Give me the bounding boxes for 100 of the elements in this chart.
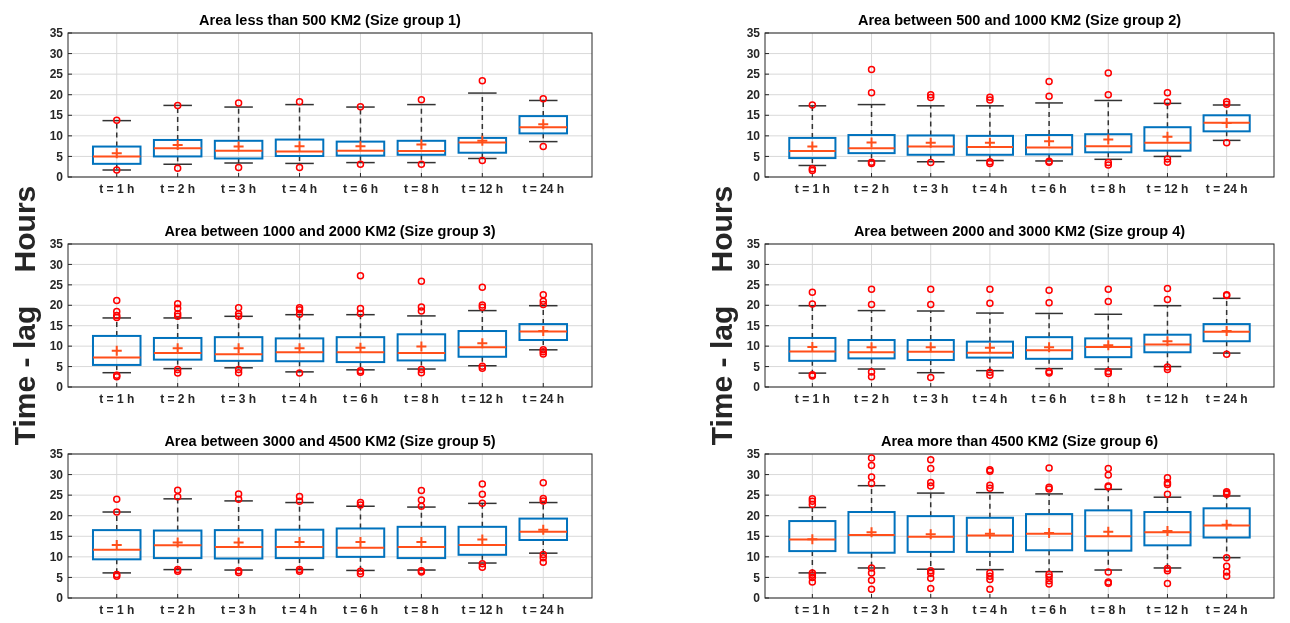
x-tick-label: t = 12 h	[461, 392, 504, 406]
y-tick-label: 30	[49, 467, 64, 482]
y-tick-label: 25	[746, 67, 761, 82]
chart-title: Area less than 500 KM2 (Size group 1)	[199, 12, 462, 28]
y-tick-label: 35	[49, 447, 64, 462]
x-tick-label: t = 24 h	[1205, 182, 1248, 196]
x-tick-label: t = 3 h	[913, 392, 949, 406]
x-tick-label: t = 8 h	[403, 392, 439, 406]
x-tick-label: t = 12 h	[1146, 392, 1189, 406]
x-tick-label: t = 4 h	[282, 392, 318, 406]
x-tick-label: t = 6 h	[1031, 603, 1067, 617]
y-tick-label: 15	[49, 529, 64, 544]
x-tick-label: t = 1 h	[794, 182, 830, 196]
x-tick-label: t = 8 h	[1090, 392, 1126, 406]
y-tick-label: 10	[746, 550, 761, 565]
x-tick-label: t = 4 h	[972, 392, 1008, 406]
y-tick-label: 10	[746, 339, 761, 354]
y-tick-label: 35	[49, 26, 64, 41]
x-tick-label: t = 2 h	[854, 182, 890, 196]
x-tick-label: t = 3 h	[221, 182, 257, 196]
y-tick-label: 20	[746, 298, 761, 313]
x-tick-label: t = 4 h	[282, 603, 318, 617]
x-tick-label: t = 8 h	[403, 182, 439, 196]
x-tick-label: t = 3 h	[913, 182, 949, 196]
chart-title: Area more than 4500 KM2 (Size group 6)	[880, 433, 1159, 449]
y-tick-label: 0	[56, 591, 64, 606]
x-tick-label: t = 1 h	[794, 392, 830, 406]
y-tick-label: 15	[49, 108, 64, 123]
y-tick-label: 0	[753, 591, 761, 606]
y-tick-label: 25	[49, 488, 64, 503]
y-tick-label: 35	[746, 26, 761, 41]
y-tick-label: 5	[56, 359, 64, 374]
x-tick-label: t = 12 h	[1146, 603, 1189, 617]
y-tick-label: 20	[49, 87, 64, 102]
y-tick-label: 10	[746, 129, 761, 144]
y-tick-label: 30	[49, 46, 64, 61]
x-tick-label: t = 12 h	[461, 603, 504, 617]
x-tick-label: t = 24 h	[522, 603, 565, 617]
y-tick-label: 35	[49, 237, 64, 252]
chart-title: Area between 1000 and 2000 KM2 (Size group 3)	[164, 223, 496, 239]
y-tick-label: 30	[746, 257, 761, 272]
x-tick-label: t = 24 h	[1205, 392, 1248, 406]
x-tick-label: t = 24 h	[1205, 603, 1248, 617]
y-tick-label: 25	[49, 67, 64, 82]
x-tick-label: t = 8 h	[1090, 182, 1126, 196]
y-tick-label: 15	[746, 108, 761, 123]
y-tick-label: 20	[49, 298, 64, 313]
x-tick-label: t = 2 h	[854, 603, 890, 617]
x-tick-label: t = 6 h	[1031, 392, 1067, 406]
x-tick-label: t = 12 h	[1146, 182, 1189, 196]
x-tick-label: t = 6 h	[342, 603, 378, 617]
x-tick-label: t = 2 h	[160, 182, 196, 196]
y-tick-label: 5	[56, 149, 64, 164]
y-tick-label: 0	[56, 170, 64, 185]
y-tick-label: 35	[746, 447, 761, 462]
x-tick-label: t = 1 h	[99, 182, 135, 196]
y-tick-label: 25	[746, 278, 761, 293]
y-axis-title: Time - lag Hours	[8, 185, 41, 446]
x-tick-label: t = 24 h	[522, 182, 565, 196]
x-tick-label: t = 3 h	[221, 603, 257, 617]
y-tick-label: 0	[753, 170, 761, 185]
y-tick-label: 25	[49, 278, 64, 293]
y-tick-label: 30	[746, 467, 761, 482]
y-tick-label: 20	[49, 508, 64, 523]
x-tick-label: t = 3 h	[221, 392, 257, 406]
y-tick-label: 5	[753, 149, 761, 164]
y-tick-label: 0	[56, 380, 64, 395]
x-tick-label: t = 4 h	[282, 182, 318, 196]
y-tick-label: 15	[746, 529, 761, 544]
chart-title: Area between 500 and 1000 KM2 (Size group 2)	[857, 12, 1182, 28]
x-tick-label: t = 6 h	[342, 392, 378, 406]
y-tick-label: 15	[49, 318, 64, 333]
x-tick-label: t = 2 h	[160, 392, 196, 406]
y-tick-label: 30	[49, 257, 64, 272]
x-tick-label: t = 2 h	[854, 392, 890, 406]
y-tick-label: 10	[49, 550, 64, 565]
y-tick-label: 35	[746, 237, 761, 252]
y-tick-label: 30	[746, 46, 761, 61]
chart-title: Area between 2000 and 3000 KM2 (Size group 4)	[853, 223, 1186, 239]
x-tick-label: t = 2 h	[160, 603, 196, 617]
x-tick-label: t = 8 h	[1090, 603, 1126, 617]
y-tick-label: 10	[49, 129, 64, 144]
y-tick-label: 20	[746, 87, 761, 102]
x-tick-label: t = 8 h	[403, 603, 439, 617]
y-tick-label: 15	[746, 318, 761, 333]
y-tick-label: 25	[746, 488, 761, 503]
chart-title: Area between 3000 and 4500 KM2 (Size group 5)	[164, 433, 496, 449]
y-tick-label: 5	[56, 570, 64, 585]
y-tick-label: 20	[746, 508, 761, 523]
x-tick-label: t = 12 h	[461, 182, 504, 196]
x-tick-label: t = 1 h	[794, 603, 830, 617]
y-tick-label: 10	[49, 339, 64, 354]
x-tick-label: t = 4 h	[972, 182, 1008, 196]
x-tick-label: t = 6 h	[342, 182, 378, 196]
x-tick-label: t = 6 h	[1031, 182, 1067, 196]
y-tick-label: 5	[753, 570, 761, 585]
x-tick-label: t = 24 h	[522, 392, 565, 406]
y-tick-label: 0	[753, 380, 761, 395]
x-tick-label: t = 3 h	[913, 603, 949, 617]
y-tick-label: 5	[753, 359, 761, 374]
